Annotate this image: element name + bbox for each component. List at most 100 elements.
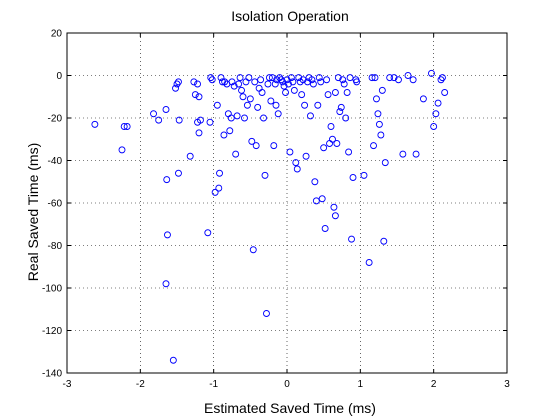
data-point [285,80,292,88]
y-tick-label: 0 [56,71,62,82]
y-tick-label: -100 [42,284,62,295]
data-point [118,146,126,154]
data-point [360,171,368,179]
data-point [329,135,336,143]
data-point [91,120,99,128]
data-point [206,118,214,126]
data-point [217,74,225,82]
data-point [226,127,234,135]
data-point [370,142,377,150]
data-point [248,137,256,145]
data-point [190,78,198,86]
data-point [348,235,355,243]
data-point [172,84,179,92]
data-points [91,69,449,364]
data-point [243,101,251,109]
data-point [437,76,445,84]
data-point [233,112,241,120]
data-point [386,74,394,82]
data-point [155,116,163,124]
data-point [441,89,449,96]
data-point [439,74,446,82]
data-point [302,152,310,160]
x-tick-label: -3 [63,379,72,390]
data-point [267,97,275,105]
data-point [249,246,257,254]
data-point [381,159,389,167]
data-point [164,231,171,239]
data-point [343,89,351,96]
data-point [301,101,309,109]
data-point [432,110,440,118]
data-point [215,184,223,192]
x-axis-label: Estimated Saved Time (ms) [204,400,376,416]
data-point [399,150,407,158]
data-point [163,176,171,184]
data-point [395,76,402,84]
data-point [323,76,331,84]
y-tick-label: -20 [48,114,63,125]
data-point [434,99,442,107]
x-tick-label: -2 [136,379,145,390]
data-point [377,131,385,139]
data-point [295,74,303,82]
y-tick-label: -60 [48,199,63,210]
data-point [227,114,235,122]
data-point [197,116,204,124]
data-point [258,89,266,96]
data-point [263,310,270,317]
data-point [298,91,306,99]
data-point [331,212,339,220]
data-point [169,356,177,364]
data-point [175,116,183,124]
data-point [195,129,203,137]
data-point [330,203,338,211]
data-point [428,69,435,77]
data-point [272,101,280,109]
data-point [334,74,342,82]
y-tick-label: -120 [42,326,62,337]
data-point [230,82,238,90]
data-point [220,131,228,139]
data-point [340,80,348,88]
y-axis-label: Real Saved Time (ms) [25,143,41,281]
data-point [349,174,357,181]
y-tick-label: -80 [48,241,63,252]
data-point [232,150,240,158]
data-point [186,152,194,160]
data-point [251,78,259,86]
data-point [342,114,350,122]
data-point [318,195,326,203]
data-point [241,114,248,122]
data-point [162,106,170,113]
data-point [239,93,247,101]
data-point [208,76,216,84]
x-tick-label: -1 [209,379,218,390]
data-point [283,76,291,84]
data-point [194,80,201,88]
chart-title: Isolation Operation [231,8,349,24]
data-point [254,103,262,111]
data-point [195,93,203,101]
data-point [219,78,226,86]
data-point [333,140,341,147]
data-point [309,80,317,88]
x-tick-label: 1 [358,379,364,390]
data-point [175,78,182,86]
data-point [252,142,260,150]
data-point [412,150,420,158]
data-point [373,95,380,103]
data-point [430,123,438,130]
data-point [279,78,287,86]
data-point [317,78,325,86]
data-point [327,123,335,130]
data-point [365,259,373,266]
data-point [290,86,298,94]
data-point [221,78,229,86]
data-point [353,78,361,86]
data-point [286,148,294,156]
y-tick-label: -140 [42,369,62,380]
data-point [321,225,329,232]
data-point [371,74,379,82]
